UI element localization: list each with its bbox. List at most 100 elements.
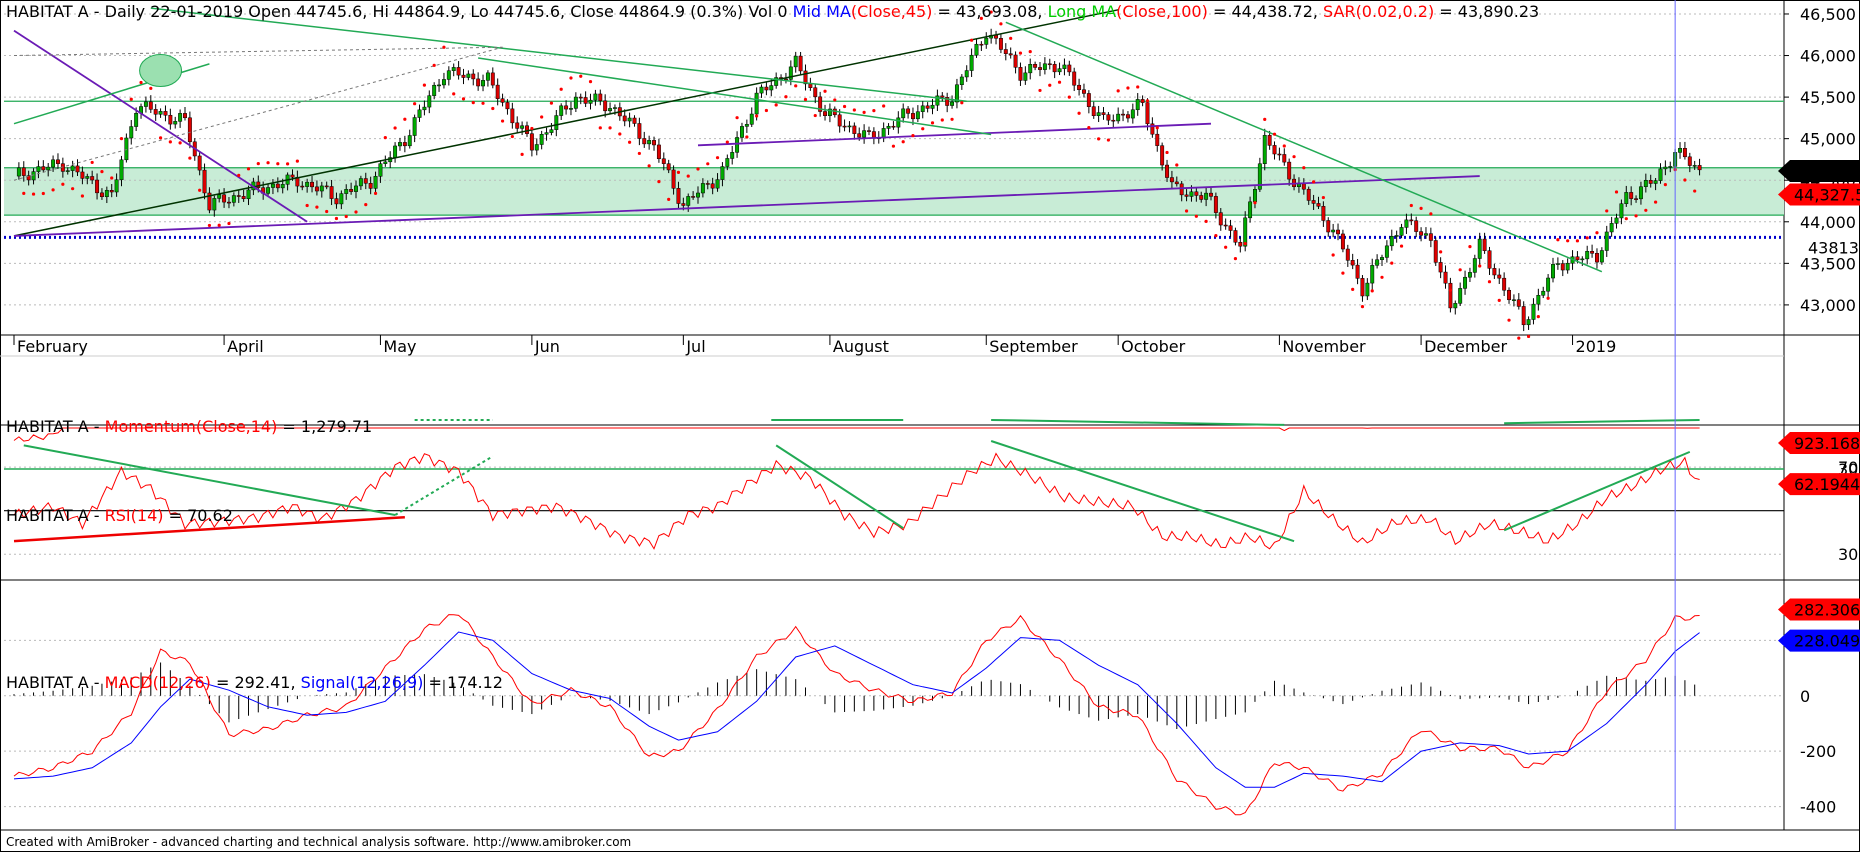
sar-dot	[305, 203, 309, 208]
candle-body	[99, 192, 104, 198]
sar-dot	[442, 45, 446, 49]
candle-body	[637, 123, 642, 139]
sar-dot	[227, 221, 231, 226]
candle-body	[1360, 278, 1365, 297]
sar-dot	[1370, 289, 1374, 293]
candle-body	[349, 189, 354, 192]
candle-body	[974, 43, 979, 56]
candle-body	[1125, 114, 1130, 119]
sar-dot	[1263, 117, 1267, 121]
macd-y-tick-label: -200	[1800, 742, 1836, 761]
candle-body	[1311, 200, 1316, 204]
sar-dot	[559, 87, 563, 91]
price-marker-tag	[1778, 160, 1860, 183]
sar-dot	[549, 101, 554, 105]
candle-body	[1209, 192, 1213, 197]
price-y-tick-label: 45,500	[1800, 88, 1856, 107]
trendline-green-top	[150, 7, 967, 102]
candle-body	[1599, 250, 1604, 263]
candle-body	[500, 98, 505, 103]
sar-dot	[1429, 212, 1433, 216]
sar-dot	[686, 174, 690, 178]
candle-body	[813, 87, 818, 98]
candle-body	[612, 107, 617, 109]
x-axis-label: October	[1121, 337, 1185, 356]
macd-marker-label: 228.049	[1794, 632, 1860, 651]
x-axis-label: November	[1282, 337, 1366, 356]
candle-body	[588, 99, 593, 104]
candle-body	[95, 179, 100, 194]
price-marker-label: 44,327.5	[1794, 186, 1860, 205]
candle-body	[85, 176, 90, 179]
momentum-marker-tag	[1778, 432, 1860, 454]
candle-body	[1458, 288, 1463, 304]
sar-dot	[1644, 208, 1648, 212]
candle-body	[700, 183, 705, 194]
candle-body	[1497, 274, 1502, 279]
candle-body	[466, 73, 471, 78]
candle-body	[1003, 49, 1008, 54]
candle-body	[647, 140, 652, 145]
candle-body	[681, 203, 686, 206]
sar-dot	[637, 151, 641, 156]
sar-dot	[725, 140, 729, 144]
support-zone-band	[4, 167, 1784, 216]
trendline-green-down	[478, 57, 992, 136]
candle-body	[212, 198, 217, 211]
candle-body	[21, 167, 26, 176]
x-axis-label: April	[227, 337, 264, 356]
candle-body	[652, 140, 656, 146]
sar-dot	[901, 140, 905, 144]
price-y-tick-label: 43,000	[1800, 296, 1856, 315]
sar-dot	[403, 117, 407, 121]
candle-body	[16, 167, 21, 177]
candle-body	[1443, 271, 1448, 284]
candle-body	[319, 185, 324, 192]
candle-body	[744, 124, 749, 127]
sar-dot	[1595, 231, 1599, 235]
sar-dot	[1507, 318, 1511, 322]
rsi-header: HABITAT A - RSI(14) = 70.62	[6, 506, 233, 525]
candle-body	[1482, 238, 1487, 251]
candle-body	[1580, 258, 1585, 261]
candle-body	[764, 86, 769, 91]
support-value-label: 43813	[1808, 238, 1859, 257]
sar-dot	[1478, 264, 1482, 268]
trendline-dashed-gray-2	[13, 46, 503, 181]
candle-body	[1438, 262, 1443, 273]
sar-dot	[706, 162, 710, 166]
x-axis-label: August	[833, 337, 889, 356]
sar-dot	[784, 95, 788, 99]
rsi-marker-tag	[1778, 473, 1860, 496]
x-axis-label: September	[989, 337, 1078, 356]
candle-body	[608, 108, 613, 112]
sar-dot	[1106, 138, 1110, 142]
candle-body	[740, 126, 744, 138]
price-y-tick-label: 43,500	[1800, 254, 1856, 273]
sar-dot	[696, 167, 700, 171]
sar-dot	[491, 106, 495, 111]
candle-body	[930, 104, 935, 109]
sar-dot	[1321, 195, 1325, 200]
candle-body	[1541, 290, 1546, 296]
candle-body	[578, 96, 583, 99]
candle-body	[412, 117, 417, 136]
sar-dot	[1018, 51, 1023, 55]
sar-dot	[149, 86, 153, 90]
sar-dot	[540, 115, 544, 119]
candle-body	[1033, 64, 1038, 68]
candle-body	[461, 74, 466, 78]
sar-dot	[383, 136, 387, 140]
sar-dot	[1556, 238, 1560, 242]
sar-dot	[520, 152, 524, 156]
candle-body	[549, 129, 554, 133]
candle-body	[627, 117, 632, 122]
rsi-line	[13, 452, 1700, 550]
sar-dot	[1272, 132, 1277, 136]
candle-body	[559, 105, 564, 116]
sar-dot	[1546, 296, 1550, 300]
candle-body	[1287, 161, 1292, 180]
candle-body	[544, 132, 549, 135]
sar-dot	[803, 97, 808, 102]
candle-body	[378, 163, 383, 177]
